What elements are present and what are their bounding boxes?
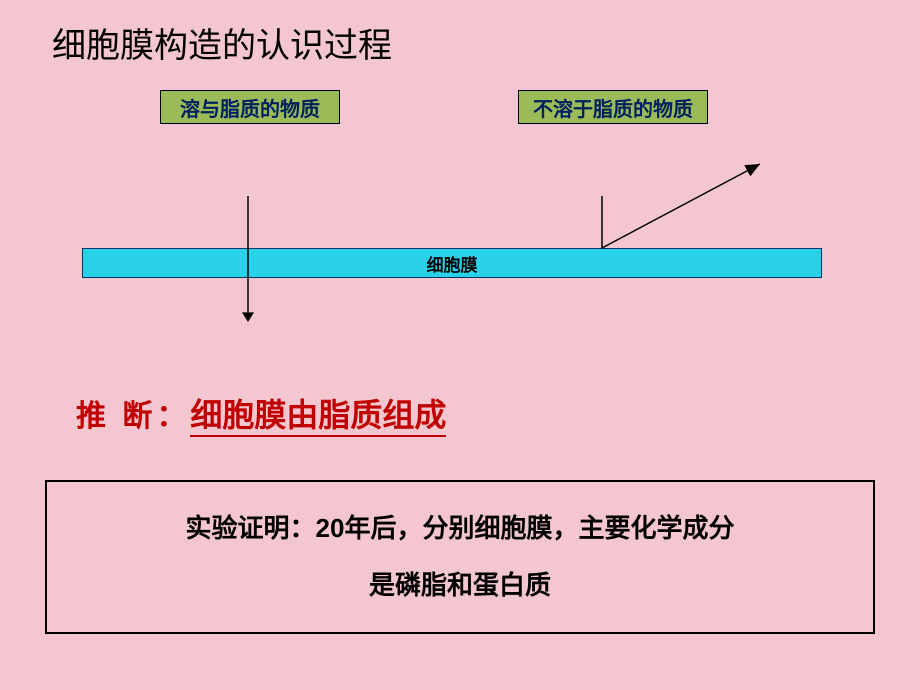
evidence-line-2: 是磷脂和蛋白质 [57,557,863,614]
inference-text: 细胞膜由脂质组成 [190,397,446,437]
arrow-bounce-head [744,164,760,176]
arrow-bounce-up [602,164,760,248]
inference-prefix: 推 断： [76,400,190,433]
evidence-line-1: 实验证明：20年后，分别细胞膜，主要化学成分 [57,500,863,557]
evidence-box: 实验证明：20年后，分别细胞膜，主要化学成分 是磷脂和蛋白质 [45,480,875,634]
inference-row: 推 断：细胞膜由脂质组成 [76,390,446,436]
